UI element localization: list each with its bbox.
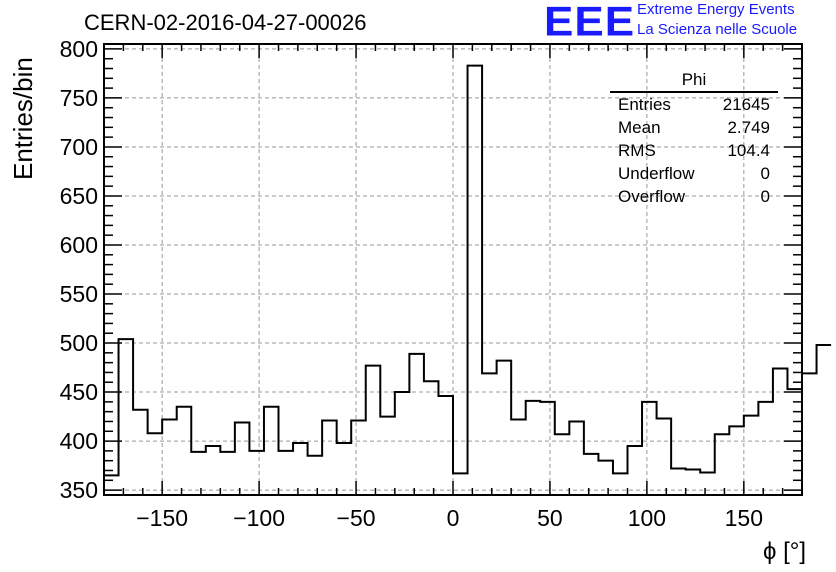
y-tick-label: 350 — [60, 477, 98, 503]
stats-value: 2.749 — [727, 118, 770, 137]
plot-frame — [103, 43, 803, 496]
x-tick-label: −50 — [337, 505, 376, 531]
stats-value: 104.4 — [727, 141, 770, 160]
x-tick-label: 50 — [537, 505, 563, 531]
x-tick-label: −150 — [136, 505, 188, 531]
y-tick-label: 700 — [60, 134, 98, 160]
stats-row: Underflow 0 — [610, 162, 778, 185]
y-tick-label: 450 — [60, 379, 98, 405]
y-tick-label: 400 — [60, 428, 98, 454]
stats-box: Phi Entries 21645 Mean 2.749 RMS 104.4 Underfl… — [610, 70, 778, 208]
stats-value: 21645 — [722, 95, 770, 114]
chart-title: CERN-02-2016-04-27-00026 — [84, 10, 367, 35]
stats-title: Phi — [610, 70, 778, 93]
x-tick-label: 0 — [447, 505, 460, 531]
stats-value: 0 — [760, 187, 770, 206]
stats-row: RMS 104.4 — [610, 139, 778, 162]
x-tick-label: 150 — [725, 505, 763, 531]
y-tick-label: 650 — [60, 183, 98, 209]
logo-text-line1: Extreme Energy Events — [637, 1, 795, 18]
eee-logo: EEE — [544, 0, 636, 45]
y-tick-label: 550 — [60, 281, 98, 307]
y-tick-label: 750 — [60, 85, 98, 111]
stats-row: Entries 21645 — [610, 93, 778, 116]
stats-label: RMS — [618, 141, 656, 160]
y-tick-label: 500 — [60, 330, 98, 356]
y-axis-label: Entries/bin — [8, 57, 38, 180]
x-tick-label: 100 — [628, 505, 666, 531]
stats-row: Overflow 0 — [610, 185, 778, 208]
axis-ticks — [103, 44, 803, 495]
stats-row: Mean 2.749 — [610, 116, 778, 139]
y-tick-label: 600 — [60, 232, 98, 258]
logo-text-line2: La Scienza nelle Scuole — [637, 21, 798, 38]
histogram-line — [104, 64, 832, 477]
stats-label: Entries — [618, 95, 671, 114]
stats-value: 0 — [760, 164, 770, 183]
y-tick-label: 800 — [60, 36, 98, 62]
stats-label: Overflow — [618, 187, 686, 206]
stats-label: Underflow — [618, 164, 695, 183]
x-axis-label: ϕ [°] — [762, 538, 806, 565]
tick-labels: −150 −100 −50 0 50 100 150 350 400 450 500 550 600 65… — [60, 36, 763, 531]
x-tick-label: −100 — [233, 505, 285, 531]
stats-label: Mean — [618, 118, 661, 137]
